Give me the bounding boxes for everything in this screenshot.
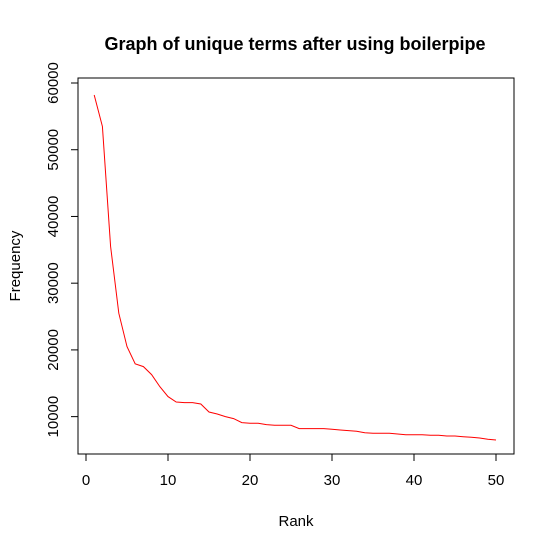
x-axis: 0 10 20 30 40 50 <box>82 453 505 489</box>
chart-title: Graph of unique terms after using boiler… <box>104 34 485 54</box>
x-tick-label: 40 <box>406 472 423 489</box>
series-layer <box>93 94 497 441</box>
x-tick-label: 10 <box>160 472 177 489</box>
y-tick-label: 20000 <box>45 329 62 371</box>
x-tick-label: 50 <box>488 472 505 489</box>
x-axis-label: Rank <box>278 513 314 530</box>
y-tick-label: 10000 <box>45 396 62 438</box>
y-tick-label: 30000 <box>45 262 62 304</box>
series-line <box>93 94 497 441</box>
plot-frame <box>77 77 515 455</box>
y-tick-label: 60000 <box>45 62 62 104</box>
x-tick-label: 20 <box>242 472 259 489</box>
y-axis-label: Frequency <box>7 230 24 301</box>
y-tick-label: 40000 <box>45 196 62 238</box>
y-tick-label: 50000 <box>45 129 62 171</box>
x-tick-label: 30 <box>324 472 341 489</box>
x-tick-label: 0 <box>82 472 90 489</box>
y-axis: 10000 20000 30000 40000 50000 60000 <box>45 62 79 438</box>
